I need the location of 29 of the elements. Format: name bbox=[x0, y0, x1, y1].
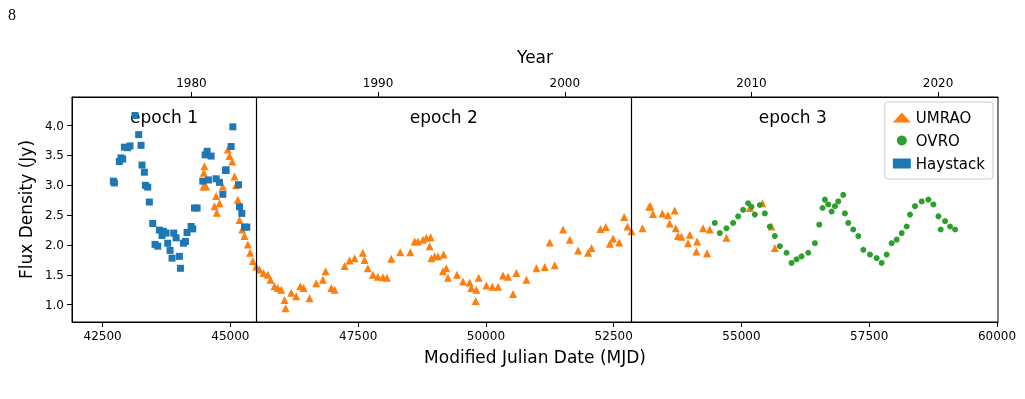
x-axis-title: Modified Julian Date (MJD) bbox=[424, 346, 646, 367]
x2-axis-title: Year bbox=[516, 46, 553, 67]
y-tick-label: 3.0 bbox=[44, 178, 64, 193]
x-tick-label: 57500 bbox=[850, 329, 889, 343]
y-tick-label: 1.0 bbox=[44, 297, 64, 312]
x-tick-label: 60000 bbox=[977, 329, 1017, 343]
annotation: epoch 2 bbox=[409, 107, 478, 127]
y-tick-label: 1.5 bbox=[44, 267, 64, 282]
x2-tick-label: 2020 bbox=[922, 76, 954, 90]
y-tick-label: 2.5 bbox=[44, 208, 64, 223]
y-tick-label: 3.5 bbox=[44, 148, 64, 163]
x-tick-label: 47500 bbox=[339, 329, 378, 343]
legend-label: OVRO bbox=[915, 131, 960, 150]
legend-label: UMRAO bbox=[915, 108, 972, 127]
x-tick-label: 55000 bbox=[722, 329, 761, 343]
x2-tick-label: 2010 bbox=[736, 76, 767, 90]
legend-label: Haystack bbox=[915, 154, 986, 173]
x-tick-label: 52500 bbox=[594, 329, 633, 343]
text: 8 bbox=[8, 5, 16, 23]
x-tick-label: 50000 bbox=[466, 329, 506, 343]
x2-tick-label: 1980 bbox=[176, 76, 207, 90]
annotation: epoch 3 bbox=[758, 107, 827, 127]
y-tick-label: 4.0 bbox=[44, 118, 64, 133]
y-tick-label: 2.0 bbox=[44, 238, 64, 253]
x-tick-label: 42500 bbox=[83, 329, 122, 343]
y-axis-title: Flux Density (Jy) bbox=[15, 139, 36, 280]
x2-tick-label: 1990 bbox=[362, 76, 394, 90]
x2-tick-label: 2000 bbox=[549, 76, 581, 90]
x-tick-label: 45000 bbox=[211, 329, 250, 343]
